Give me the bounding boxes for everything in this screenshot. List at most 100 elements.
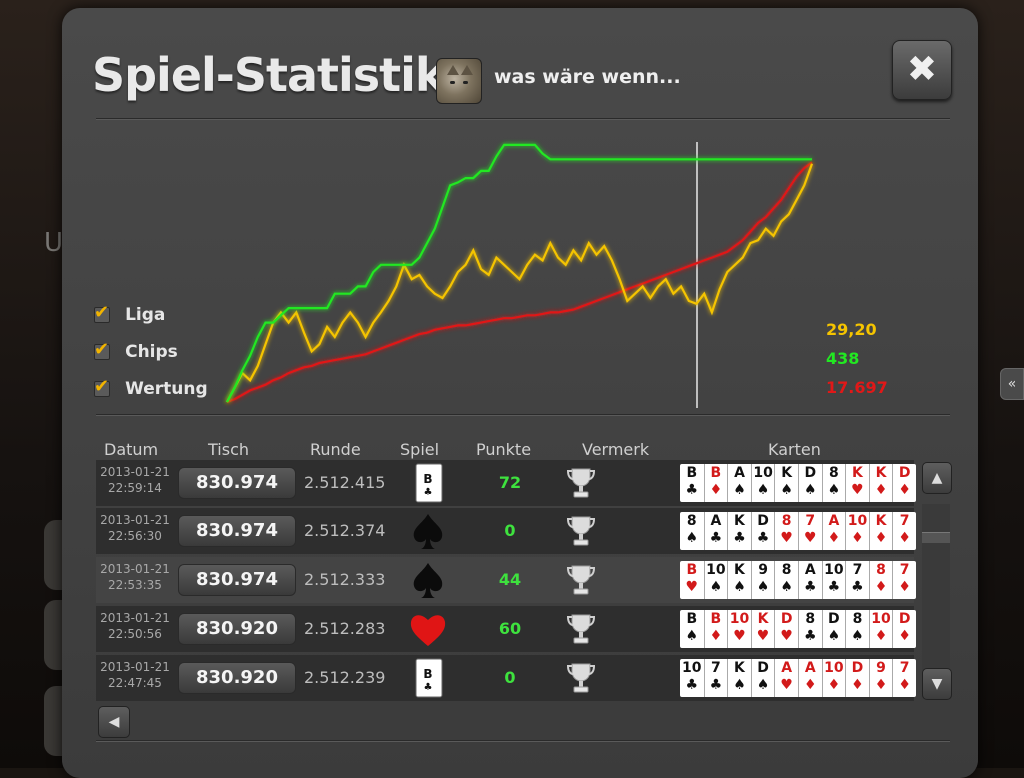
points-value: 44 (498, 570, 522, 589)
scroll-up-button[interactable]: ▲ (922, 462, 952, 494)
playing-card: D ♠ (821, 610, 846, 648)
row-time: 22:47:45 (108, 676, 162, 690)
card-rank: D (898, 611, 911, 627)
checkmark-icon: ✔ (94, 375, 110, 397)
card-rank: K (757, 611, 769, 627)
card-suit: ♥ (780, 677, 793, 693)
card-hand: B ♥ 10 ♠ K ♠ 9 ♠ 8 ♠ A ♣ 10 ♣ (680, 561, 916, 599)
header-divider (96, 118, 950, 120)
playing-card: D ♦ (845, 659, 869, 697)
playing-card: A ♥ (774, 659, 798, 697)
card-rank: K (852, 465, 863, 481)
trophy-icon[interactable] (566, 466, 596, 500)
playing-card: 9 ♠ (750, 561, 775, 599)
card-suit: ♥ (733, 628, 746, 644)
scrollbar-thumb[interactable] (922, 532, 950, 543)
game-type: B ♣ (408, 657, 448, 699)
row-time: 22:50:56 (108, 627, 162, 641)
playing-card: 7 ♦ (892, 512, 916, 550)
playing-card: 7 ♣ (845, 561, 869, 599)
back-button[interactable]: ◀ (98, 706, 130, 738)
heart-icon (410, 615, 446, 646)
row-date: 2013-01-21 (100, 611, 170, 625)
checkbox[interactable]: ✔ (94, 302, 110, 323)
trophy-icon[interactable] (566, 514, 596, 548)
table-row[interactable]: 2013-01-21 22:53:35 830.974 2.512.333 44… (96, 557, 916, 603)
trophy-icon[interactable] (566, 563, 596, 597)
table-number-button[interactable]: 830.920 (178, 613, 296, 645)
table-number-button[interactable]: 830.974 (178, 515, 296, 547)
card-rank: 9 (758, 562, 768, 578)
card-suit: ♣ (851, 579, 864, 595)
row-date: 2013-01-21 (100, 465, 170, 479)
card-rank: A (734, 465, 745, 481)
round-number: 2.512.415 (304, 473, 386, 492)
checkbox[interactable]: ✔ (94, 376, 110, 397)
table-number-button[interactable]: 830.974 (178, 564, 296, 596)
card-rank: A (828, 513, 840, 529)
trophy-icon[interactable] (566, 661, 596, 695)
legend-item-wertung[interactable]: ✔ Wertung (94, 376, 208, 399)
playing-card: D ♦ (892, 610, 916, 648)
playing-card: 10 ♣ (680, 659, 704, 697)
row-time: 22:56:30 (108, 529, 162, 543)
card-suit: ♥ (756, 628, 770, 644)
playing-card: K ♦ (868, 464, 893, 502)
playing-card: 8 ♥ (774, 512, 798, 550)
card-rank: 10 (824, 562, 844, 578)
playing-card: 8 ♠ (845, 610, 869, 648)
card-suit: ♥ (685, 579, 699, 595)
column-header-punkte: Punkte (476, 440, 532, 459)
card-rank: 10 (871, 611, 891, 627)
table-row[interactable]: 2013-01-21 22:59:14 830.974 2.512.415 B ♣… (96, 460, 916, 506)
card-rank: 7 (899, 660, 910, 676)
card-rank: 10 (729, 611, 750, 627)
card-suit: ♣ (709, 530, 723, 546)
row-date: 2013-01-21 (100, 562, 170, 576)
card-rank: K (734, 562, 745, 578)
points-value: 60 (498, 619, 522, 638)
series-line-chips (226, 143, 812, 403)
playing-card: 8 ♠ (774, 561, 798, 599)
card-rank: B (710, 465, 722, 481)
checkbox[interactable]: ✔ (94, 339, 110, 360)
avatar-ear (447, 65, 459, 75)
table-row[interactable]: 2013-01-21 22:50:56 830.920 2.512.283 60… (96, 606, 916, 652)
table-number-button[interactable]: 830.920 (178, 662, 296, 694)
legend-label: Wertung (125, 378, 208, 399)
row-time: 22:59:14 (108, 481, 162, 495)
playing-card: K ♦ (868, 512, 893, 550)
game-type: B ♣ (408, 462, 448, 504)
row-datetime: 2013-01-21 22:59:14 (96, 464, 174, 496)
trophy-icon[interactable] (566, 612, 596, 646)
row-date: 2013-01-21 (100, 660, 170, 674)
card-suit: ♠ (756, 482, 770, 498)
card-suit: ♠ (780, 579, 793, 595)
card-suit: ♣ (709, 677, 723, 693)
card-suit: ♠ (851, 628, 864, 644)
scrollbar-track[interactable] (922, 504, 950, 676)
jack-card-icon: B♣ (415, 658, 443, 698)
series-line-liga (226, 163, 814, 403)
side-collapse-button[interactable]: « (1000, 368, 1024, 400)
value-wertung: 17.697 (826, 378, 888, 397)
playing-card: K ♥ (845, 464, 869, 502)
statistics-dialog: Spiel-Statistik was wäre wenn... ✖ ✔ Lig… (62, 8, 978, 778)
legend-item-liga[interactable]: ✔ Liga (94, 302, 165, 325)
card-suit: ♦ (851, 530, 864, 546)
card-rank: K (734, 513, 745, 529)
playing-card: D ♣ (750, 512, 775, 550)
table-number-button[interactable]: 830.974 (178, 467, 296, 499)
scroll-down-button[interactable]: ▼ (922, 668, 952, 700)
table-row[interactable]: 2013-01-21 22:47:45 830.920 2.512.239 B ♣… (96, 655, 916, 701)
close-button[interactable]: ✖ (892, 40, 952, 100)
footer-divider (96, 740, 950, 742)
card-suit: ♦ (827, 677, 841, 693)
svg-text:♣: ♣ (424, 487, 433, 498)
card-suit: ♦ (851, 677, 864, 693)
card-rank: 8 (828, 465, 839, 481)
table-row[interactable]: 2013-01-21 22:56:30 830.974 2.512.374 0 … (96, 508, 916, 554)
playing-card: A ♠ (727, 464, 751, 502)
jack-card-letter: B (423, 667, 432, 681)
legend-item-chips[interactable]: ✔ Chips (94, 339, 178, 362)
